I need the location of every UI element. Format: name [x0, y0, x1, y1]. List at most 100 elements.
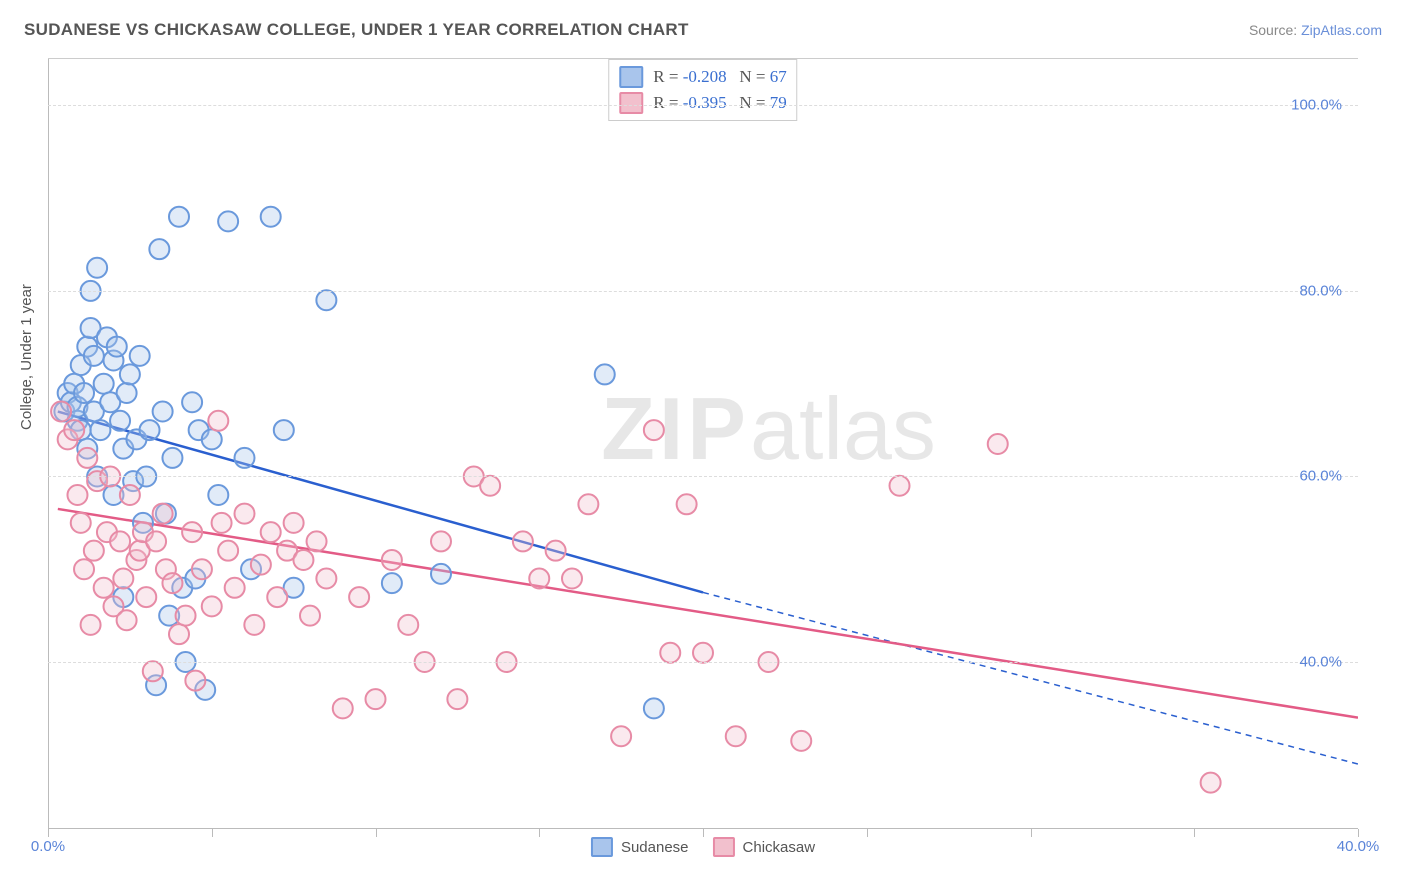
- y-axis-label: College, Under 1 year: [18, 284, 35, 430]
- data-point: [382, 573, 402, 593]
- data-point: [611, 726, 631, 746]
- data-point: [71, 513, 91, 533]
- data-point: [208, 411, 228, 431]
- data-point: [431, 564, 451, 584]
- data-point: [162, 573, 182, 593]
- data-point: [513, 531, 533, 551]
- data-point: [274, 420, 294, 440]
- data-point: [300, 606, 320, 626]
- gridline: [48, 291, 1358, 292]
- y-tick-label: 100.0%: [1291, 97, 1342, 114]
- data-point: [890, 476, 910, 496]
- data-point: [284, 513, 304, 533]
- data-point: [644, 420, 664, 440]
- data-point: [382, 550, 402, 570]
- data-point: [988, 434, 1008, 454]
- data-point: [146, 531, 166, 551]
- x-tick: [1194, 829, 1195, 837]
- data-point: [726, 726, 746, 746]
- data-point: [366, 689, 386, 709]
- data-point: [693, 643, 713, 663]
- data-point: [225, 578, 245, 598]
- data-point: [149, 239, 169, 259]
- data-point: [77, 448, 97, 468]
- data-point: [293, 550, 313, 570]
- data-point: [218, 541, 238, 561]
- data-point: [208, 485, 228, 505]
- data-point: [117, 383, 137, 403]
- data-point: [113, 569, 133, 589]
- gridline: [48, 476, 1358, 477]
- data-point: [447, 689, 467, 709]
- chart-plot-area: ZIPatlas R = -0.208 N = 67 R = -0.395 N …: [48, 58, 1358, 829]
- data-point: [84, 346, 104, 366]
- data-point: [74, 383, 94, 403]
- data-point: [185, 671, 205, 691]
- legend-swatch: [619, 66, 643, 88]
- x-tick: [48, 829, 49, 837]
- data-point: [791, 731, 811, 751]
- data-point: [136, 587, 156, 607]
- data-point: [1201, 773, 1221, 793]
- data-point: [169, 624, 189, 644]
- legend-item: Chickasaw: [713, 837, 816, 857]
- data-point: [120, 364, 140, 384]
- source-link[interactable]: ZipAtlas.com: [1301, 22, 1382, 38]
- data-point: [143, 661, 163, 681]
- data-point: [480, 476, 500, 496]
- data-point: [74, 559, 94, 579]
- data-point: [81, 615, 101, 635]
- legend-label: Chickasaw: [743, 839, 816, 856]
- legend-row: R = -0.395 N = 79: [619, 90, 786, 116]
- data-point: [130, 346, 150, 366]
- data-point: [677, 494, 697, 514]
- data-point: [140, 420, 160, 440]
- data-point: [162, 448, 182, 468]
- data-point: [529, 569, 549, 589]
- correlation-legend: R = -0.208 N = 67 R = -0.395 N = 79: [608, 59, 797, 121]
- data-point: [84, 541, 104, 561]
- data-point: [202, 596, 222, 616]
- data-point: [307, 531, 327, 551]
- legend-swatch: [619, 92, 643, 114]
- x-tick: [376, 829, 377, 837]
- legend-item: Sudanese: [591, 837, 689, 857]
- data-point: [267, 587, 287, 607]
- data-point: [176, 606, 196, 626]
- data-point: [644, 698, 664, 718]
- data-point: [316, 290, 336, 310]
- data-point: [169, 207, 189, 227]
- data-point: [261, 207, 281, 227]
- data-point: [562, 569, 582, 589]
- data-point: [87, 258, 107, 278]
- data-point: [251, 555, 271, 575]
- y-tick-label: 40.0%: [1299, 654, 1342, 671]
- data-point: [94, 578, 114, 598]
- data-point: [182, 392, 202, 412]
- data-point: [316, 569, 336, 589]
- data-point: [578, 494, 598, 514]
- data-point: [333, 698, 353, 718]
- data-point: [182, 522, 202, 542]
- legend-r-value: R = -0.208 N = 67: [653, 67, 786, 87]
- source-citation: Source: ZipAtlas.com: [1249, 22, 1382, 38]
- data-point: [349, 587, 369, 607]
- data-point: [51, 402, 71, 422]
- data-point: [64, 420, 84, 440]
- data-point: [398, 615, 418, 635]
- data-point: [546, 541, 566, 561]
- x-tick: [212, 829, 213, 837]
- legend-swatch: [591, 837, 613, 857]
- data-point: [153, 504, 173, 524]
- legend-row: R = -0.208 N = 67: [619, 64, 786, 90]
- data-point: [244, 615, 264, 635]
- data-point: [595, 364, 615, 384]
- y-tick-label: 60.0%: [1299, 468, 1342, 485]
- source-label: Source:: [1249, 22, 1297, 38]
- legend-label: Sudanese: [621, 839, 689, 856]
- series-legend: Sudanese Chickasaw: [591, 837, 815, 857]
- data-point: [110, 411, 130, 431]
- scatter-points: [48, 59, 1358, 829]
- data-point: [192, 559, 212, 579]
- gridline: [48, 105, 1358, 106]
